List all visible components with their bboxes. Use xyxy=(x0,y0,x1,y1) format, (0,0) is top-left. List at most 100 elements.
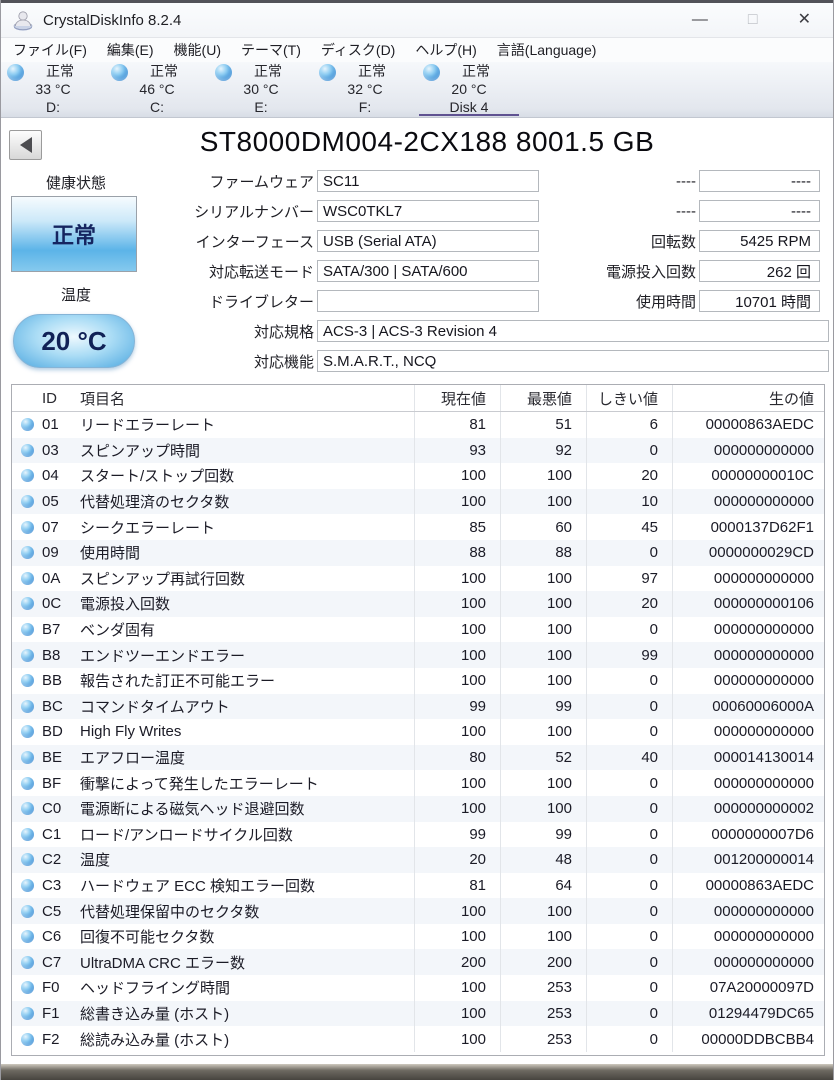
table-row: F2 総読み込み量 (ホスト) 100 253 0 00000DDBCBB4 xyxy=(12,1026,824,1052)
close-button[interactable]: ✕ xyxy=(797,11,811,28)
attribute-threshold: 0 xyxy=(586,821,672,848)
disk-status-orb-icon xyxy=(111,64,128,81)
attribute-threshold: 40 xyxy=(586,744,672,771)
table-row: BD High Fly Writes 100 100 0 000000000000 xyxy=(12,719,824,745)
disk-tab-e[interactable]: 正常 30 °C E: xyxy=(209,62,313,117)
disk-tab-f[interactable]: 正常 32 °C F: xyxy=(313,62,417,117)
column-header: 生の値 xyxy=(672,385,824,411)
maximize-button[interactable]: □ xyxy=(747,11,758,28)
attribute-threshold: 0 xyxy=(586,1026,672,1052)
attribute-status-orb-icon xyxy=(20,751,34,765)
field-value-box[interactable]: ---- xyxy=(699,200,820,222)
minimize-button[interactable]: — xyxy=(691,11,708,28)
attribute-current: 100 xyxy=(414,1000,500,1027)
attribute-worst: 48 xyxy=(500,847,586,873)
attribute-status-icon xyxy=(12,725,42,739)
field-row: 回転数 5425 RPM xyxy=(556,226,826,256)
attribute-status-icon xyxy=(12,648,42,662)
field-value-box[interactable]: SATA/300 | SATA/600 xyxy=(317,260,539,282)
health-status-button[interactable]: 正常 xyxy=(11,196,137,272)
attribute-id: 04 xyxy=(42,467,59,485)
disk-tab-temperature: 46 °C xyxy=(139,81,175,97)
attribute-current: 100 xyxy=(414,642,500,668)
attribute-status-icon xyxy=(12,597,42,611)
attribute-status-icon xyxy=(12,571,42,585)
field-value-box[interactable]: S.M.A.R.T., NCQ xyxy=(317,350,829,372)
field-value-box[interactable]: USB (Serial ATA) xyxy=(317,230,539,252)
attribute-current: 81 xyxy=(414,412,500,438)
disk-tab-disk4[interactable]: 正常 20 °C Disk 4 xyxy=(417,62,521,117)
attribute-id: C2 xyxy=(42,851,62,869)
attribute-status-icon xyxy=(12,469,42,483)
disk-tab-status: 正常 xyxy=(254,63,282,79)
field-row: ドライブレター xyxy=(126,286,546,316)
field-value-box[interactable]: ACS-3 | ACS-3 Revision 4 xyxy=(317,320,829,342)
disk-tabs: 正常 33 °C D: 正常 46 °C C: 正常 30 °C E: 正常 32 °C F: 正常 20… xyxy=(1,62,833,118)
attribute-worst: 100 xyxy=(500,898,586,924)
field-value-box[interactable]: 262 回 xyxy=(699,260,820,282)
menu-item[interactable]: 機能(U) xyxy=(173,42,221,58)
attribute-threshold: 0 xyxy=(586,847,672,873)
attribute-status-icon xyxy=(12,751,42,765)
field-value-box[interactable] xyxy=(317,290,539,312)
menu-item[interactable]: 言語(Language) xyxy=(496,42,597,58)
field-value-box[interactable]: WSC0TKL7 xyxy=(317,200,539,222)
attribute-name: スタート/ストップ回数 xyxy=(80,468,235,486)
table-row: 07 シークエラーレート 85 60 45 0000137D62F1 xyxy=(12,514,824,540)
drive-fields-wide: 対応規格 ACS-3 | ACS-3 Revision 4 対応機能 S.M.A.R.… xyxy=(126,316,834,376)
attribute-status-orb-icon xyxy=(20,546,34,560)
disk-status-icon xyxy=(111,64,128,84)
attribute-id: BB xyxy=(42,672,63,690)
field-value-box[interactable]: ---- xyxy=(699,170,820,192)
field-value-box[interactable]: SC11 xyxy=(317,170,539,192)
disk-status-icon xyxy=(215,64,232,84)
menu-item[interactable]: 編集(E) xyxy=(106,42,154,58)
attribute-name: 電源断による磁気ヘッド退避回数 xyxy=(80,801,305,819)
disk-tab-temperature: 30 °C xyxy=(243,81,279,97)
field-label: ファームウェア xyxy=(209,173,314,191)
app-icon xyxy=(13,11,33,31)
disk-status-icon xyxy=(423,64,440,84)
temperature-button[interactable]: 20 °C xyxy=(13,314,135,368)
smart-attributes-table: ID 項目名 現在値 最悪値 しきい値 生の値 01 リードエラーレート 81 51 6 000008… xyxy=(11,384,825,1056)
attribute-threshold: 0 xyxy=(586,719,672,745)
disk-tab-name: E: xyxy=(254,99,268,115)
attribute-status-icon xyxy=(12,802,42,816)
disk-tab-temperature: 20 °C xyxy=(451,81,487,97)
attribute-threshold: 0 xyxy=(586,693,672,720)
attribute-worst: 51 xyxy=(500,412,586,438)
attribute-threshold: 0 xyxy=(586,437,672,464)
field-row: 対応規格 ACS-3 | ACS-3 Revision 4 xyxy=(126,316,834,346)
disk-status-orb-icon xyxy=(215,64,232,81)
attribute-name: ハードウェア ECC 検知エラー回数 xyxy=(80,877,316,895)
attribute-id: B8 xyxy=(42,646,61,664)
attribute-id: BD xyxy=(42,723,63,741)
disk-tab-d[interactable]: 正常 33 °C D: xyxy=(1,62,105,117)
attribute-id: C1 xyxy=(42,825,62,843)
field-value-box[interactable]: 10701 時間 xyxy=(699,290,820,312)
attribute-raw-value: 000014130014 xyxy=(672,744,824,771)
menu-item[interactable]: テーマ(T) xyxy=(241,42,301,58)
disk-tab-c[interactable]: 正常 46 °C C: xyxy=(105,62,209,117)
menu-item[interactable]: ヘルプ(H) xyxy=(415,42,477,58)
attribute-name: ベンダ固有 xyxy=(80,622,156,640)
field-value-box[interactable]: 5425 RPM xyxy=(699,230,820,252)
menu-item[interactable]: ファイル(F) xyxy=(13,42,87,58)
attribute-raw-value: 000000000000 xyxy=(672,565,824,592)
attribute-name: ヘッドフライング時間 xyxy=(80,980,231,998)
attribute-threshold: 97 xyxy=(586,565,672,592)
attribute-current: 100 xyxy=(414,770,500,796)
attribute-status-orb-icon xyxy=(20,597,34,611)
table-row: F1 総書き込み量 (ホスト) 100 253 0 01294479DC65 xyxy=(12,1000,824,1027)
attribute-status-icon xyxy=(12,981,42,995)
attribute-worst: 52 xyxy=(500,744,586,771)
menu-item[interactable]: ディスク(D) xyxy=(320,42,396,58)
previous-disk-button[interactable] xyxy=(9,130,42,160)
attribute-current: 100 xyxy=(414,898,500,924)
table-row: C7 UltraDMA CRC エラー数 200 200 0 000000000000 xyxy=(12,949,824,976)
attribute-raw-value: 00000DDBCBB4 xyxy=(672,1026,824,1052)
column-header: しきい値 xyxy=(586,385,672,411)
attribute-name: スピンアップ再試行回数 xyxy=(80,570,246,588)
attribute-status-icon xyxy=(12,674,42,688)
field-label: ---- xyxy=(676,172,696,190)
